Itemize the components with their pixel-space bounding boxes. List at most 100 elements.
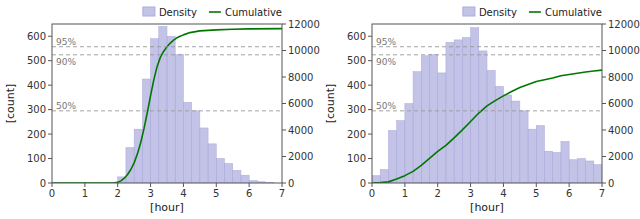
legend-swatch: [463, 7, 475, 16]
y-tick: [368, 158, 372, 159]
y-tick: [48, 85, 52, 86]
plot-area: [52, 26, 282, 183]
x-tick-label: 7: [279, 188, 285, 199]
reference-line: [372, 46, 602, 47]
y-tick: [368, 134, 372, 135]
reference-label: 90%: [376, 57, 396, 67]
y2-tick-label: 12000: [608, 19, 640, 30]
bar: [577, 159, 585, 183]
annotations: 95%90%50%: [372, 37, 602, 111]
cumulative-line: [372, 70, 602, 183]
plot-frame: [52, 24, 282, 183]
bar: [561, 141, 569, 183]
legend-label: Cumulative: [225, 7, 282, 18]
legend-swatch: [529, 11, 541, 13]
y-tick: [368, 183, 372, 184]
y-tick: [48, 36, 52, 37]
y-tick-label: 300: [347, 104, 366, 115]
y2-tick-label: 10000: [608, 45, 640, 56]
y-tick-label: 0: [40, 178, 46, 189]
x-tick: [372, 183, 373, 187]
bar: [528, 129, 536, 183]
legend: Density Cumulative: [143, 7, 282, 18]
x-tick-label: 6: [246, 188, 252, 199]
y-axis-label: [count]: [324, 84, 337, 124]
x-tick: [84, 183, 85, 187]
y-tick-label: 400: [27, 80, 46, 91]
x-tick: [470, 183, 471, 187]
y-tick: [368, 109, 372, 110]
legend-swatch: [143, 7, 155, 16]
x-tick: [52, 183, 53, 187]
y2-tick-label: 4000: [608, 125, 633, 136]
legend-label: Density: [479, 7, 517, 18]
y2-tick-label: 0: [288, 178, 294, 189]
legend-label: Cumulative: [545, 7, 602, 18]
y2-tick-label: 2000: [608, 151, 633, 162]
reference-line: [372, 54, 602, 55]
y2-tick-label: 6000: [608, 98, 633, 109]
y-tick-label: 600: [347, 31, 366, 42]
x-tick: [404, 183, 405, 187]
legend-label: Density: [159, 7, 197, 18]
y2-tick: [282, 50, 286, 51]
reference-line: [52, 54, 282, 55]
y-tick: [368, 36, 372, 37]
x-tick: [503, 183, 504, 187]
y-tick-label: 100: [347, 153, 366, 164]
y2-tick: [602, 156, 606, 157]
y2-tick: [602, 24, 606, 25]
y2-tick-label: 4000: [288, 125, 313, 136]
y2-tick: [282, 130, 286, 131]
bar: [233, 170, 241, 183]
bar: [438, 73, 446, 183]
x-tick-label: 1: [402, 188, 408, 199]
bar: [405, 104, 413, 184]
bar: [487, 70, 495, 183]
y2-tick-label: 6000: [288, 98, 313, 109]
y2-tick-label: 8000: [288, 72, 313, 83]
x-tick-label: 5: [213, 188, 219, 199]
bar: [479, 51, 487, 183]
x-tick: [249, 183, 250, 187]
y-tick: [368, 85, 372, 86]
bar: [397, 121, 405, 183]
reference-label: 50%: [56, 101, 76, 111]
annotations: 95% 90% 50%: [52, 37, 282, 111]
y2-tick-label: 12000: [288, 19, 320, 30]
bar: [159, 26, 167, 183]
x-tick-label: 1: [82, 188, 88, 199]
y-tick-label: 500: [347, 55, 366, 66]
bar: [200, 128, 208, 183]
y2-tick: [282, 183, 286, 184]
reference-label: 95%: [56, 37, 76, 47]
panel: 95%90%50%0123456701002003004005006000200…: [324, 7, 640, 215]
plot-frame: [372, 24, 602, 183]
x-tick: [216, 183, 217, 187]
bar: [545, 151, 553, 183]
legend-swatch: [209, 11, 221, 13]
y2-tick: [602, 77, 606, 78]
y2-tick: [602, 50, 606, 51]
y-tick-label: 500: [27, 55, 46, 66]
x-tick-label: 7: [599, 188, 605, 199]
y2-tick: [602, 130, 606, 131]
x-tick: [282, 183, 283, 187]
reference-label: 90%: [56, 57, 76, 67]
reference-line: [52, 46, 282, 47]
y-tick: [48, 134, 52, 135]
y2-tick: [602, 183, 606, 184]
x-tick-label: 3: [467, 188, 473, 199]
bar: [446, 42, 454, 183]
bar: [503, 95, 511, 183]
x-tick: [183, 183, 184, 187]
y-tick-label: 200: [27, 129, 46, 140]
y2-tick-label: 2000: [288, 151, 313, 162]
bar: [471, 28, 479, 183]
bar: [454, 40, 462, 183]
bar: [134, 129, 142, 183]
y-tick-label: 200: [347, 129, 366, 140]
bar: [586, 161, 594, 183]
y-tick: [48, 183, 52, 184]
bar: [520, 111, 528, 183]
